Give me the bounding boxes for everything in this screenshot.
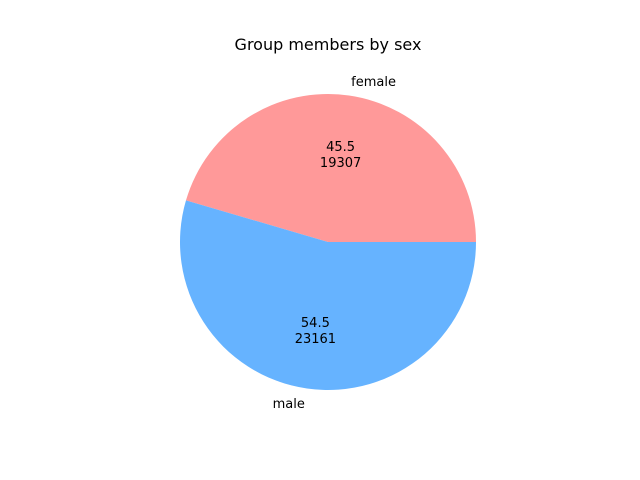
- pie-slice-female: [185, 93, 476, 242]
- pie-slice-male: [180, 200, 477, 390]
- chart-title: Group members by sex: [235, 35, 422, 54]
- slice-percent-female: 45.5: [326, 140, 355, 155]
- pie-slices: [180, 93, 477, 390]
- slice-count-female: 19307: [320, 156, 361, 171]
- slice-count-male: 23161: [295, 332, 336, 347]
- slice-label-male: male: [273, 397, 305, 412]
- slice-percent-male: 54.5: [301, 316, 330, 331]
- slice-label-female: female: [351, 75, 396, 90]
